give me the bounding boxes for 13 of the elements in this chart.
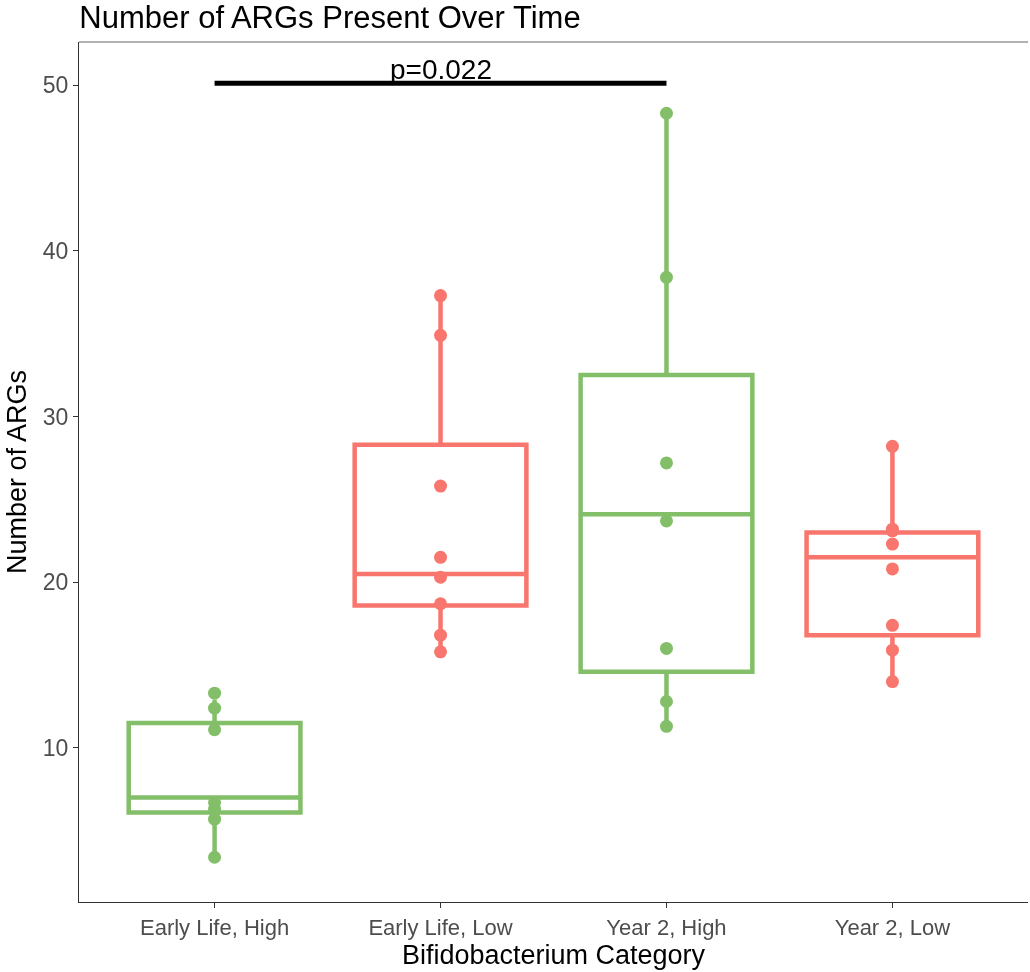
x-tick-label: Early Life, Low xyxy=(368,914,513,940)
y-tick-label: 30 xyxy=(42,403,69,430)
y-tick-label: 50 xyxy=(42,72,69,99)
y-axis-title: Number of ARGs xyxy=(1,369,32,575)
y-tick-label: 10 xyxy=(42,734,69,761)
x-axis-title: Bifidobacterium Category xyxy=(401,939,706,970)
y-tick-label: 40 xyxy=(42,237,69,264)
x-tick-label: Year 2, High xyxy=(606,914,727,940)
x-tick-label: Year 2, Low xyxy=(834,914,951,940)
x-tick-label: Early Life, High xyxy=(139,914,290,940)
chart-title: Number of ARGs Present Over Time xyxy=(79,0,581,35)
annotation: p=0.022 xyxy=(390,54,492,85)
y-tick-label: 20 xyxy=(42,569,69,596)
